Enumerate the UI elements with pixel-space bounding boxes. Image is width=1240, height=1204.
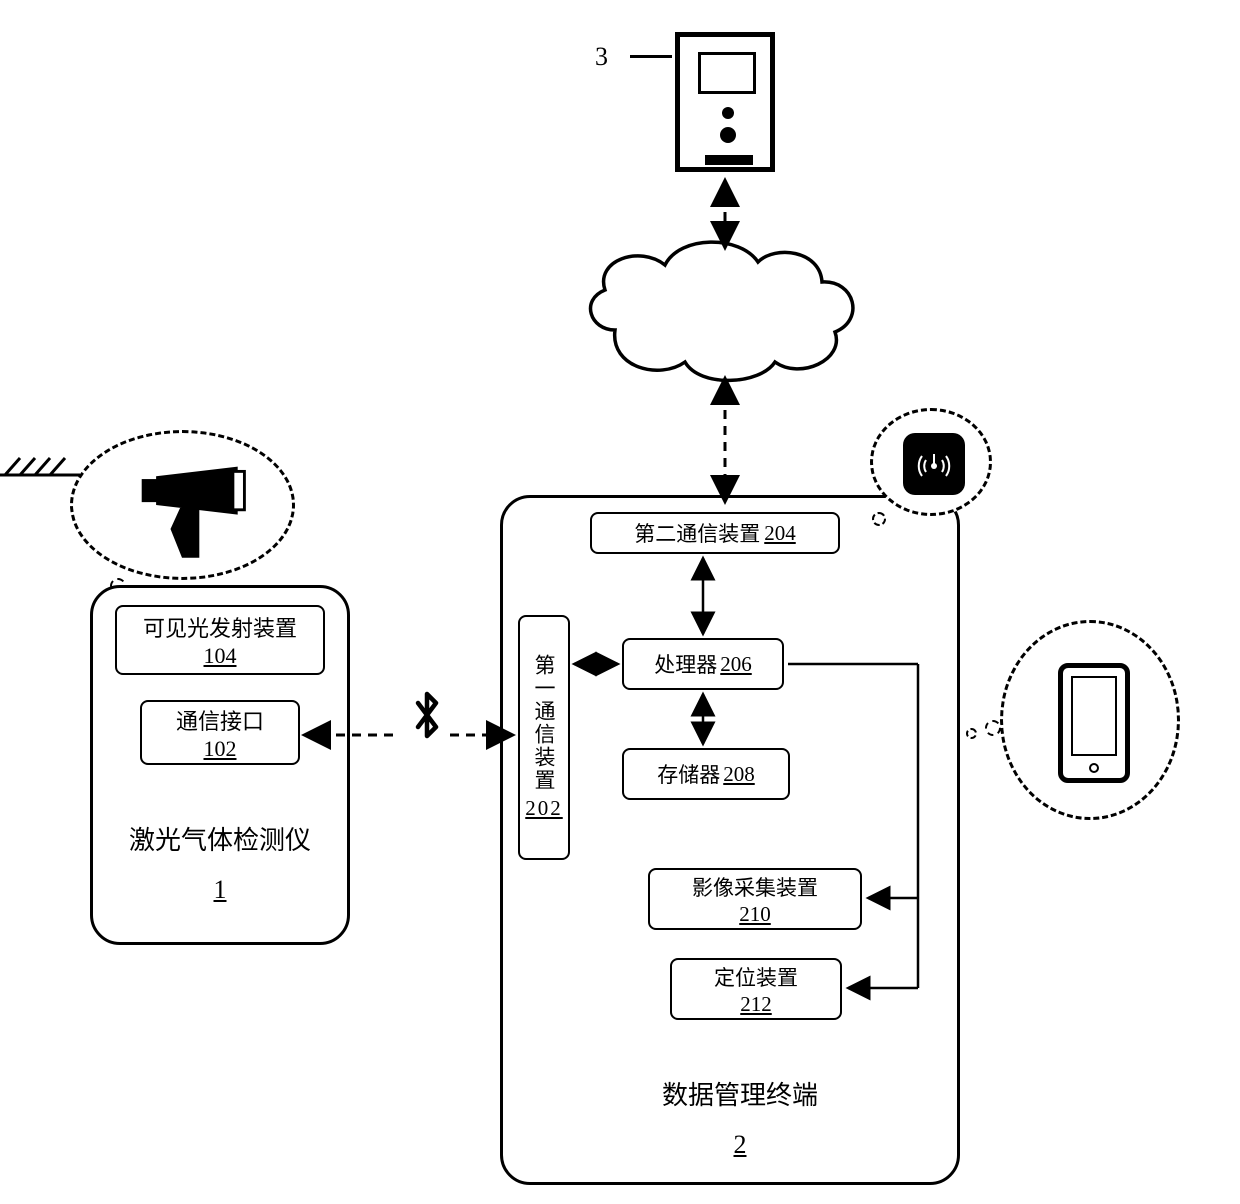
detector-callout-bubble	[70, 430, 295, 580]
image-capture-box: 影像采集装置 210	[648, 868, 862, 930]
comm1-box: 第一通信装置202	[518, 615, 570, 860]
phone-callout-bubble	[1000, 620, 1180, 820]
memory-box: 存储器208	[622, 748, 790, 800]
terminal-title: 数据管理终端 2	[640, 1075, 840, 1160]
phone-bubble-tail-2	[966, 728, 977, 739]
comm2-box: 第二通信装置204	[590, 512, 840, 554]
phone-bubble-tail-1	[985, 720, 1001, 736]
positioning-box: 定位装置 212	[670, 958, 842, 1020]
server-ref-label: 3	[595, 42, 608, 72]
light-emitter-box: 可见光发射装置 104	[115, 605, 325, 675]
detector-title: 激光气体检测仪 1	[110, 820, 330, 905]
server-ref-line	[630, 55, 672, 58]
processor-box: 处理器206	[622, 638, 784, 690]
bluetooth-icon	[409, 690, 445, 745]
server-box	[675, 32, 775, 172]
comm-interface-box: 通信接口 102	[140, 700, 300, 765]
antenna-bubble-tail	[872, 512, 886, 526]
antenna-callout-bubble	[870, 408, 992, 516]
